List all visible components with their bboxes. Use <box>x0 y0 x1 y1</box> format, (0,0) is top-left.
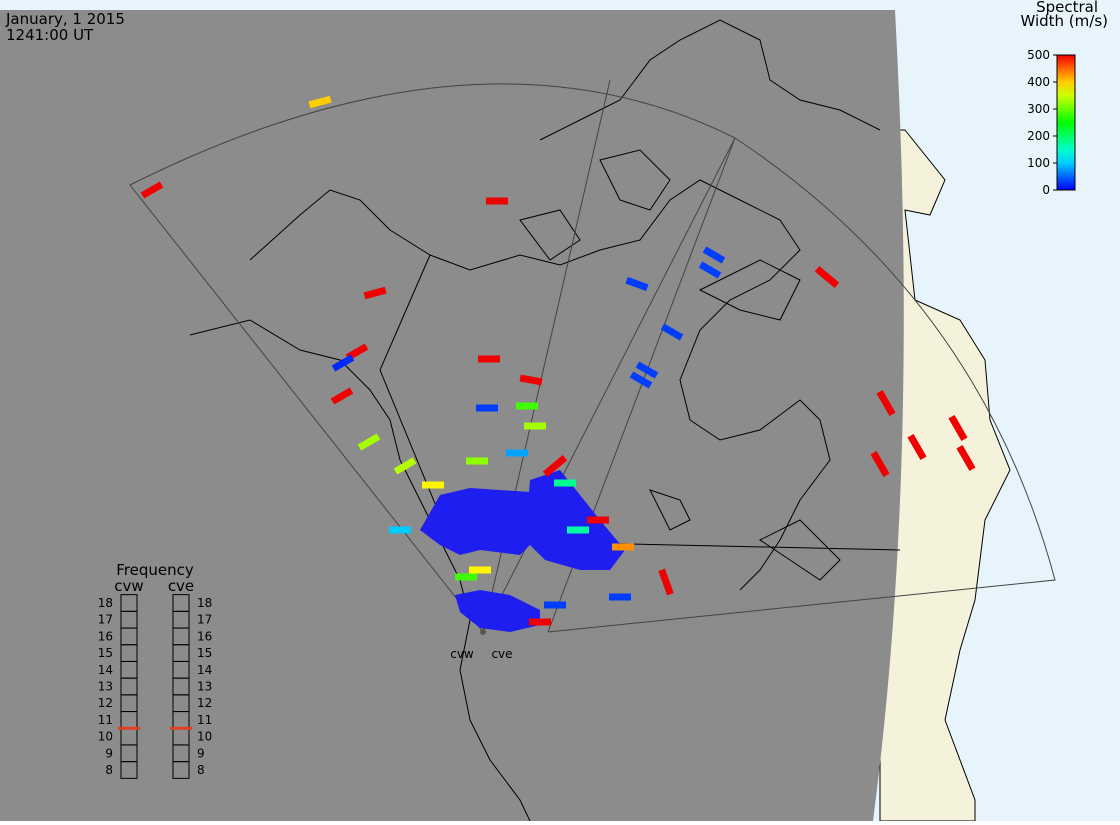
echo <box>140 181 164 199</box>
frequency-tick-label: 18 <box>98 596 113 610</box>
echo <box>698 261 722 279</box>
frequency-tick-label: 10 <box>197 730 212 744</box>
echo <box>455 573 477 581</box>
frequency-tick-label: 11 <box>98 713 113 727</box>
echo <box>948 414 968 442</box>
echo <box>363 286 387 300</box>
echo <box>516 402 538 410</box>
echo-region <box>455 590 540 632</box>
echo <box>506 449 528 457</box>
echo <box>389 526 411 534</box>
frequency-tick-label: 14 <box>98 663 113 677</box>
date: January, 1 2015 <box>5 10 125 28</box>
echo-regions <box>420 470 625 632</box>
frequency-tick-label: 16 <box>197 629 212 643</box>
echo <box>519 374 543 386</box>
colorbar-tick-label: 400 <box>1027 75 1050 89</box>
echo <box>524 422 546 430</box>
echo-region <box>420 488 535 555</box>
frequency-tick-label: 8 <box>197 763 205 777</box>
frequency-radar: cve <box>168 577 194 595</box>
echo <box>907 433 927 461</box>
echo <box>660 323 684 341</box>
echo <box>478 355 500 363</box>
radar-site <box>480 629 486 635</box>
echo-region <box>525 470 625 570</box>
echo <box>956 444 976 472</box>
echo <box>629 371 653 389</box>
frequency-tick-label: 12 <box>197 696 212 710</box>
echo <box>357 433 381 451</box>
frequency-tick-label: 12 <box>98 696 113 710</box>
echo <box>330 387 354 405</box>
radar-label: cvw <box>450 647 474 661</box>
echo <box>393 457 417 475</box>
colorbar-tick-label: 200 <box>1027 129 1050 143</box>
night-side <box>0 10 904 821</box>
echo <box>587 516 609 524</box>
frequency-box <box>120 594 138 612</box>
echo <box>658 568 674 596</box>
echo <box>308 95 332 109</box>
frequency-tick-label: 9 <box>197 746 205 760</box>
colorbar-tick-label: 300 <box>1027 102 1050 116</box>
frequency-panel: cvw89101112131415161718cve89101112131415… <box>98 577 212 779</box>
frequency-tick-label: 15 <box>98 646 113 660</box>
colorbar-tick-label: 100 <box>1027 156 1050 170</box>
echo <box>554 479 576 487</box>
echo <box>612 543 634 551</box>
echoes <box>140 95 976 626</box>
frequency-tick-label: 14 <box>197 663 212 677</box>
frequency-tick-label: 9 <box>105 746 113 760</box>
frequency-tick-label: 13 <box>197 680 212 694</box>
frequency-box <box>172 594 190 612</box>
echo <box>466 457 488 465</box>
echo <box>542 454 568 478</box>
frequency-tick-label: 10 <box>98 730 113 744</box>
frequency-tick-label: 18 <box>197 596 212 610</box>
echo <box>476 404 498 412</box>
echo <box>870 450 890 478</box>
echo <box>486 197 508 205</box>
time: 1241:00 UT <box>6 26 94 44</box>
frequency-tick-label: 16 <box>98 629 113 643</box>
echo <box>544 601 566 609</box>
colorbar <box>1056 54 1076 191</box>
fan-outline <box>129 83 736 633</box>
frequency-tick-label: 17 <box>98 613 113 627</box>
frequency-radar: cvw <box>114 577 143 595</box>
colorbar-ticks: 0 100 200 300 400 500 <box>1027 48 1057 197</box>
echo <box>625 276 649 292</box>
colorbar-title: Width (m/s) <box>1020 12 1108 30</box>
colorbar-tick-label: 500 <box>1027 48 1050 62</box>
frequency-title: Frequency <box>116 561 194 579</box>
frequency-tick-label: 17 <box>197 613 212 627</box>
echo <box>609 593 631 601</box>
frequency-tick-label: 11 <box>197 713 212 727</box>
echo <box>876 389 896 417</box>
echo <box>529 618 551 626</box>
echo <box>814 265 840 289</box>
radar-label: cve <box>491 647 512 661</box>
colorbar-tick-label: 0 <box>1042 183 1050 197</box>
echo <box>469 566 491 574</box>
frequency-tick-label: 13 <box>98 680 113 694</box>
colorbar-title: Spectral <box>1036 0 1098 16</box>
echo <box>635 361 659 379</box>
echo <box>331 354 355 372</box>
echo <box>567 526 589 534</box>
echo <box>702 246 726 264</box>
echo <box>422 481 444 489</box>
frequency-tick-label: 8 <box>105 763 113 777</box>
frequency-tick-label: 15 <box>197 646 212 660</box>
